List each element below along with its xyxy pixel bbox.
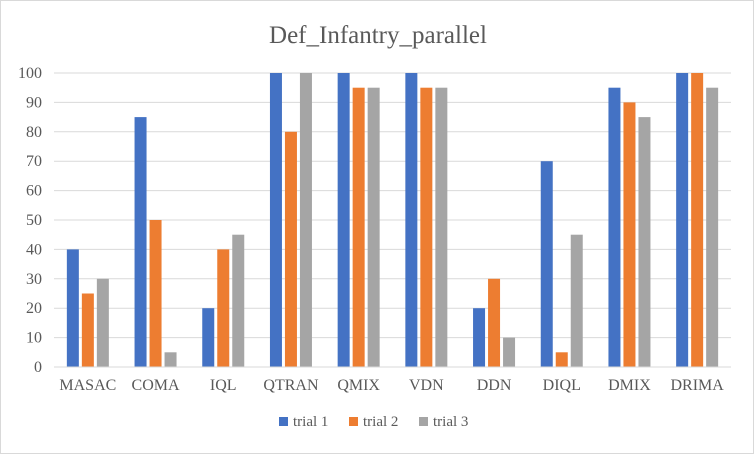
y-tick-label: 70 <box>26 153 42 170</box>
x-axis-ticks: MASAC COMA IQL QTRAN QMIX VDN DDN DIQL DMIX DRIMA <box>59 377 724 394</box>
x-tick-label: DMIX <box>608 377 651 394</box>
bar-trial-2-coma <box>149 220 162 367</box>
bar-trial-3-drima <box>706 87 719 367</box>
legend-swatch <box>349 417 358 426</box>
bar-trial-2-iql <box>217 249 230 367</box>
bar-trial-1-masac <box>66 249 79 367</box>
bar-trial-1-coma <box>134 117 147 367</box>
bar-trial-1-dmix <box>608 87 621 367</box>
bar-trial-2-vdn <box>420 87 433 367</box>
chart-title: Def_Infantry_parallel <box>269 22 487 49</box>
x-tick-label: DRIMA <box>670 377 724 394</box>
gridlines <box>54 72 731 339</box>
y-tick-label: 40 <box>26 241 42 258</box>
legend: trial 1 trial 2 trial 3 <box>279 414 468 430</box>
legend-swatch <box>279 417 288 426</box>
y-tick-label: 100 <box>18 65 42 82</box>
bar-trial-2-qtran <box>284 131 297 367</box>
x-tick-label: QMIX <box>337 377 380 394</box>
bar-trial-3-qmix <box>367 87 380 367</box>
y-tick-label: 30 <box>26 271 42 288</box>
bar-trial-1-qmix <box>337 73 350 367</box>
bar-trial-1-ddn <box>473 308 486 367</box>
x-tick-label: IQL <box>210 377 237 394</box>
bars <box>66 73 719 368</box>
legend-label: trial 3 <box>433 414 468 430</box>
x-tick-label: VDN <box>409 377 444 394</box>
x-tick-label: DIQL <box>543 377 581 394</box>
bar-trial-3-ddn <box>503 337 516 367</box>
y-tick-label: 80 <box>26 124 42 141</box>
bar-trial-1-drima <box>676 73 689 367</box>
bar-trial-2-dmix <box>623 102 636 368</box>
bar-trial-1-qtran <box>269 73 282 367</box>
y-tick-label: 0 <box>34 359 42 376</box>
y-tick-label: 60 <box>26 183 42 200</box>
y-tick-label: 20 <box>26 300 42 317</box>
bar-trial-2-masac <box>81 293 94 367</box>
x-tick-label: MASAC <box>59 377 116 394</box>
legend-label: trial 1 <box>293 414 328 430</box>
bar-trial-1-iql <box>202 308 215 367</box>
bar-trial-3-qtran <box>299 73 312 367</box>
bar-trial-3-diql <box>570 234 583 367</box>
bar-trial-3-coma <box>164 352 177 367</box>
bar-trial-2-ddn <box>488 278 501 367</box>
y-tick-label: 10 <box>26 330 42 347</box>
y-tick-label: 90 <box>26 94 42 111</box>
bar-trial-3-iql <box>232 234 245 367</box>
y-tick-label: 50 <box>26 212 42 229</box>
bar-trial-2-qmix <box>352 87 365 367</box>
bar-trial-3-masac <box>96 278 109 367</box>
legend-label: trial 2 <box>363 414 398 430</box>
bar-trial-3-vdn <box>435 87 448 367</box>
legend-swatch <box>419 417 428 426</box>
bar-trial-2-drima <box>691 73 704 367</box>
x-tick-label: COMA <box>132 377 180 394</box>
bar-trial-2-diql <box>555 352 568 367</box>
x-tick-label: QTRAN <box>263 377 319 394</box>
y-axis-ticks: 0 10 20 30 40 50 60 70 80 90 100 <box>18 65 42 376</box>
x-tick-label: DDN <box>477 377 512 394</box>
bar-trial-1-vdn <box>405 73 418 367</box>
bar-trial-3-dmix <box>638 117 651 367</box>
bar-trial-1-diql <box>540 161 553 367</box>
